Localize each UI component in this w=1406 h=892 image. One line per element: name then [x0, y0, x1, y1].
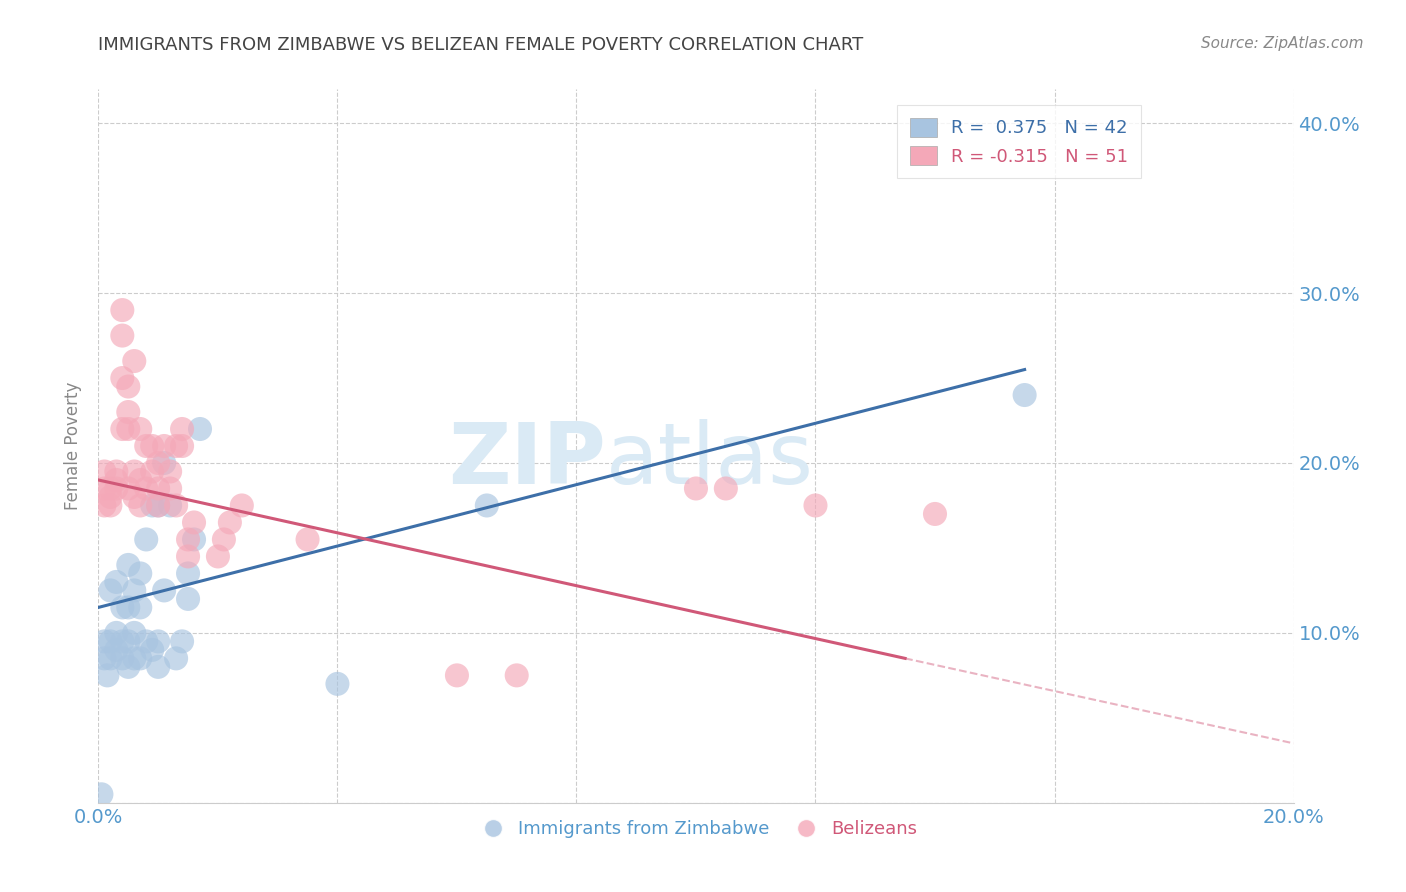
Text: IMMIGRANTS FROM ZIMBABWE VS BELIZEAN FEMALE POVERTY CORRELATION CHART: IMMIGRANTS FROM ZIMBABWE VS BELIZEAN FEM… [98, 36, 863, 54]
Point [117, 660, 139, 674]
Point [111, 422, 134, 436]
Point [98, 651, 122, 665]
Point [93, 499, 115, 513]
Point [124, 490, 146, 504]
Point [105, 626, 128, 640]
Point [98, 482, 122, 496]
Point [714, 482, 737, 496]
Point [117, 379, 139, 393]
Point [148, 499, 170, 513]
Point [177, 549, 200, 564]
Point [212, 533, 235, 547]
Text: ZIP: ZIP [449, 418, 606, 502]
Point [153, 456, 176, 470]
Point [924, 507, 946, 521]
Point [135, 439, 157, 453]
Point [148, 482, 170, 496]
Point [148, 499, 170, 513]
Point [159, 482, 181, 496]
Point [183, 533, 205, 547]
Point [148, 660, 170, 674]
Point [105, 465, 128, 479]
Point [129, 651, 152, 665]
Point [177, 591, 200, 606]
Point [172, 422, 194, 436]
Point [148, 456, 170, 470]
Point [148, 634, 170, 648]
Point [188, 422, 211, 436]
Point [207, 549, 229, 564]
Point [129, 566, 152, 581]
Point [124, 626, 146, 640]
Point [117, 482, 139, 496]
Point [165, 439, 187, 453]
Point [804, 499, 827, 513]
Point [141, 499, 163, 513]
Point [446, 668, 468, 682]
Point [124, 651, 146, 665]
Point [98, 583, 122, 598]
Point [141, 439, 163, 453]
Text: Source: ZipAtlas.com: Source: ZipAtlas.com [1201, 36, 1364, 51]
Point [124, 354, 146, 368]
Point [172, 439, 194, 453]
Point [129, 422, 152, 436]
Point [111, 371, 134, 385]
Point [129, 499, 152, 513]
Point [90, 787, 112, 801]
Point [111, 634, 134, 648]
Point [165, 651, 187, 665]
Point [111, 303, 134, 318]
Point [105, 482, 128, 496]
Point [105, 574, 128, 589]
Point [231, 499, 253, 513]
Point [506, 668, 529, 682]
Point [98, 499, 122, 513]
Point [177, 533, 200, 547]
Point [1014, 388, 1036, 402]
Point [111, 651, 134, 665]
Point [183, 516, 205, 530]
Point [172, 634, 194, 648]
Point [159, 465, 181, 479]
Point [93, 634, 115, 648]
Point [129, 473, 152, 487]
Point [124, 583, 146, 598]
Point [153, 583, 176, 598]
Point [219, 516, 242, 530]
Point [93, 482, 115, 496]
Point [141, 465, 163, 479]
Point [177, 566, 200, 581]
Point [326, 677, 349, 691]
Text: atlas: atlas [606, 418, 814, 502]
Point [135, 634, 157, 648]
Point [117, 634, 139, 648]
Point [135, 533, 157, 547]
Point [117, 558, 139, 572]
Point [165, 499, 187, 513]
Point [153, 439, 176, 453]
Point [111, 600, 134, 615]
Point [685, 482, 707, 496]
Point [96, 668, 118, 682]
Point [98, 490, 122, 504]
Point [117, 600, 139, 615]
Point [297, 533, 319, 547]
Point [135, 482, 157, 496]
Y-axis label: Female Poverty: Female Poverty [65, 382, 83, 510]
Point [141, 643, 163, 657]
Point [117, 422, 139, 436]
Point [129, 600, 152, 615]
Point [105, 473, 128, 487]
Point [111, 328, 134, 343]
Point [105, 643, 128, 657]
Point [98, 634, 122, 648]
Point [117, 405, 139, 419]
Point [124, 465, 146, 479]
Point [93, 465, 115, 479]
Point [475, 499, 498, 513]
Point [93, 651, 115, 665]
Legend: Immigrants from Zimbabwe, Belizeans: Immigrants from Zimbabwe, Belizeans [468, 813, 924, 845]
Point [159, 499, 181, 513]
